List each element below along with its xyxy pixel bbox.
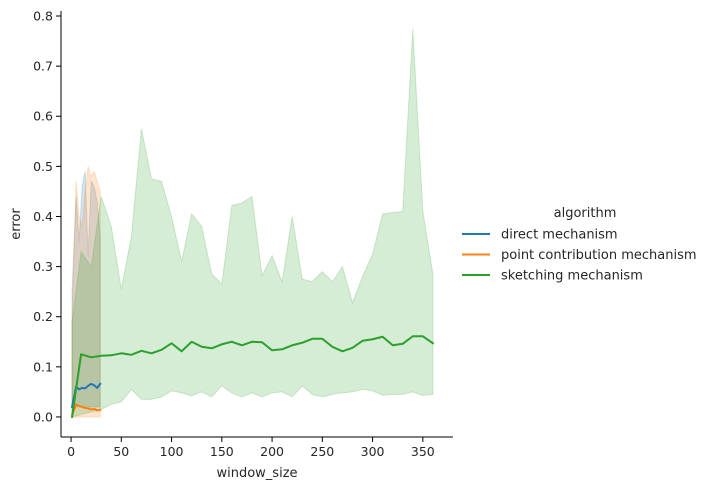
x-tick-label: 200 bbox=[260, 444, 284, 459]
ci-band-point-contribution-mechanism bbox=[71, 166, 101, 418]
x-tick-label: 150 bbox=[210, 444, 234, 459]
axes bbox=[60, 11, 453, 438]
y-tick-label: 0.3 bbox=[33, 259, 53, 274]
x-ticks: 0 50 100 150 200 250 300 350 bbox=[67, 437, 435, 459]
x-tick-label: 50 bbox=[113, 444, 129, 459]
x-tick-label: 300 bbox=[361, 444, 385, 459]
y-tick-label: 0.7 bbox=[33, 59, 53, 74]
y-tick-label: 0.6 bbox=[33, 109, 53, 124]
legend-label-point-contribution-mechanism: point contribution mechanism bbox=[501, 248, 697, 263]
legend-label-sketching-mechanism: sketching mechanism bbox=[501, 269, 643, 284]
ci-band-sketching-mechanism bbox=[71, 28, 434, 418]
series-line-sketching-mechanism bbox=[70, 335, 435, 419]
legend-items: direct mechanism point contribution mecha… bbox=[462, 228, 697, 284]
y-tick-label: 0.2 bbox=[33, 309, 53, 324]
legend-label-direct-mechanism: direct mechanism bbox=[501, 228, 618, 243]
confidence-bands bbox=[71, 28, 434, 418]
x-tick-label: 100 bbox=[160, 444, 184, 459]
y-tick-label: 0.8 bbox=[33, 9, 53, 24]
x-tick-label: 0 bbox=[67, 444, 75, 459]
y-tick-label: 0.4 bbox=[33, 209, 53, 224]
y-tick-label: 0.1 bbox=[33, 359, 53, 374]
y-axis-label: error bbox=[9, 208, 24, 240]
x-tick-label: 350 bbox=[411, 444, 435, 459]
legend-title: algorithm bbox=[554, 206, 617, 221]
y-ticks: 0.0 0.1 0.2 0.3 0.4 0.5 0.6 0.7 0.8 bbox=[33, 9, 61, 424]
y-tick-label: 0.0 bbox=[33, 409, 53, 424]
series-lines bbox=[70, 335, 435, 419]
x-axis-label: window_size bbox=[216, 466, 297, 481]
legend: algorithm direct mechanism point contribu… bbox=[462, 206, 697, 284]
series-line-direct-mechanism bbox=[70, 382, 102, 409]
x-tick-label: 250 bbox=[310, 444, 334, 459]
y-tick-label: 0.5 bbox=[33, 159, 53, 174]
series-line-point-contribution-mechanism bbox=[70, 403, 102, 416]
